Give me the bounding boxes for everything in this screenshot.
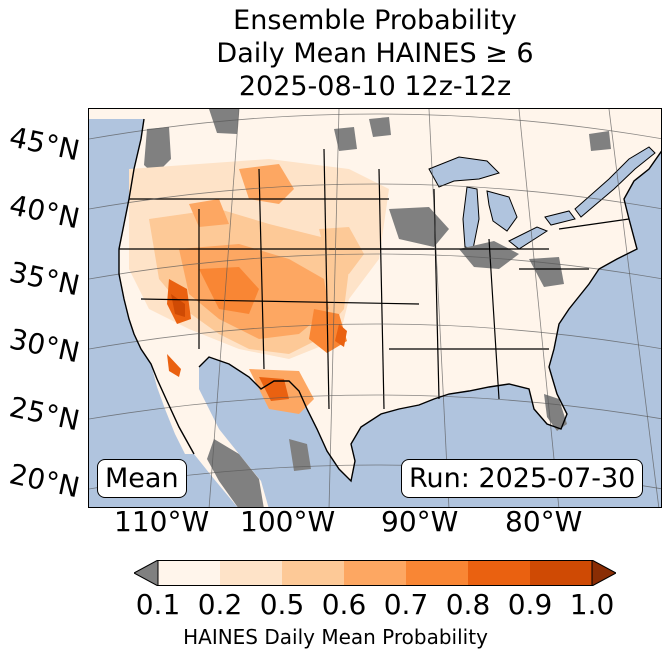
lat-label-20: 20°N (6, 457, 83, 505)
colorbar-outline (157, 560, 593, 586)
colorbar-segment (158, 560, 221, 586)
colorbar-tick-label: 0.5 (259, 588, 305, 621)
colorbar-tick-label: 0.2 (197, 588, 243, 621)
colorbar-segment (406, 560, 469, 586)
lon-label-110: 110°W (114, 505, 210, 538)
coastline (118, 118, 661, 483)
lon-label-90: 90°W (381, 505, 459, 538)
colorbar-under-arrow (134, 560, 159, 586)
colorbar-segment (220, 560, 283, 586)
lat-label-35: 35°N (6, 255, 83, 303)
baja-peninsula (151, 364, 194, 454)
lat-label-30: 30°N (6, 322, 83, 370)
lake-erie (508, 226, 549, 250)
title-line-1: Ensemble Probability (233, 5, 517, 36)
colorbar-tick-label: 0.7 (383, 588, 429, 621)
colorbar-segment (282, 560, 345, 586)
colorbar-segment (530, 560, 593, 586)
title-line-2: Daily Mean HAINES ≥ 6 (216, 38, 534, 69)
lat-label-25: 25°N (6, 390, 83, 438)
state-borders (119, 148, 630, 410)
colorbar (134, 560, 616, 586)
colorbar-tick-label: 1.0 (569, 588, 615, 621)
colorbar-tick-label: 0.8 (445, 588, 491, 621)
probability-map (88, 108, 662, 508)
map-svg (89, 109, 661, 507)
lat-label-45: 45°N (6, 120, 83, 168)
colorbar-label: HAINES Daily Mean Probability (183, 625, 488, 649)
lat-label-40: 40°N (6, 188, 83, 236)
colorbar-over-arrow (591, 560, 616, 586)
lake-superior (428, 156, 500, 188)
colorbar-segment (344, 560, 407, 586)
colorbar-tick-label: 0.1 (135, 588, 181, 621)
map-title: Ensemble Probability Daily Mean HAINES ≥… (88, 4, 662, 103)
run-date-box: Run: 2025-07-30 (401, 459, 644, 498)
lake-ontario (544, 210, 576, 226)
colorbar-segment (468, 560, 531, 586)
lon-label-80: 80°W (505, 505, 583, 538)
lon-label-100: 100°W (240, 505, 336, 538)
mean-label-box: Mean (97, 459, 187, 498)
st-lawrence (574, 146, 656, 218)
lake-huron (486, 190, 518, 232)
colorbar-tick-label: 0.6 (321, 588, 367, 621)
title-line-3: 2025-08-10 12z-12z (238, 71, 512, 102)
colorbar-tick-label: 0.9 (507, 588, 553, 621)
